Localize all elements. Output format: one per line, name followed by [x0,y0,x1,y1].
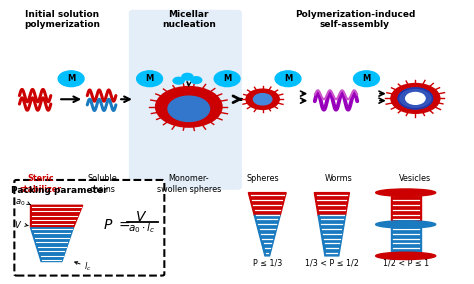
Circle shape [406,93,425,104]
FancyBboxPatch shape [14,180,164,275]
Text: Polymerization-induced
self-assembly: Polymerization-induced self-assembly [295,10,415,29]
Text: $P\ =$: $P\ =$ [103,218,131,232]
Text: Steric
stabilizer: Steric stabilizer [20,174,62,194]
Circle shape [155,87,222,127]
Text: Packing parameter: Packing parameter [11,185,108,195]
Text: M: M [146,74,154,83]
Polygon shape [248,193,286,215]
Ellipse shape [376,221,436,228]
Text: $V$: $V$ [135,210,147,224]
Circle shape [354,71,379,87]
Circle shape [173,77,184,84]
Circle shape [214,71,240,87]
Text: P ≤ 1/3: P ≤ 1/3 [253,258,282,267]
Text: 1/3 < P ≤ 1/2: 1/3 < P ≤ 1/2 [305,258,359,267]
Text: Worms: Worms [325,174,353,183]
Text: Soluble
chains: Soluble chains [87,174,117,194]
Circle shape [182,73,193,80]
Text: $a_0 \cdot l_c$: $a_0 \cdot l_c$ [128,221,155,235]
Polygon shape [255,215,280,256]
Text: $l_c$: $l_c$ [84,260,91,273]
Polygon shape [318,215,346,256]
Circle shape [168,96,210,122]
Circle shape [391,83,440,113]
Text: Initial solution
polymerization: Initial solution polymerization [24,10,100,29]
Circle shape [275,71,301,87]
Text: M: M [284,74,292,83]
Text: Monomer-
swollen spheres: Monomer- swollen spheres [157,174,221,194]
Text: Vesicles: Vesicles [399,174,431,183]
Ellipse shape [376,252,436,260]
Circle shape [58,71,84,87]
Text: Micellar
nucleation: Micellar nucleation [162,10,216,29]
Polygon shape [314,193,349,215]
Text: $V$: $V$ [14,220,23,230]
Text: M: M [67,74,75,83]
Text: Spheres: Spheres [246,174,279,183]
Polygon shape [30,205,82,228]
Text: M: M [223,74,231,83]
Polygon shape [391,193,421,224]
Circle shape [191,77,202,83]
Text: M: M [362,74,371,83]
Circle shape [246,89,279,109]
Circle shape [137,71,163,87]
Text: $a_0$: $a_0$ [16,197,26,208]
Ellipse shape [376,189,436,196]
Text: 1/2 < P ≤ 1: 1/2 < P ≤ 1 [383,258,429,267]
Circle shape [398,88,432,109]
Circle shape [254,94,272,105]
Polygon shape [391,224,421,256]
FancyBboxPatch shape [129,10,242,190]
Polygon shape [30,228,73,262]
